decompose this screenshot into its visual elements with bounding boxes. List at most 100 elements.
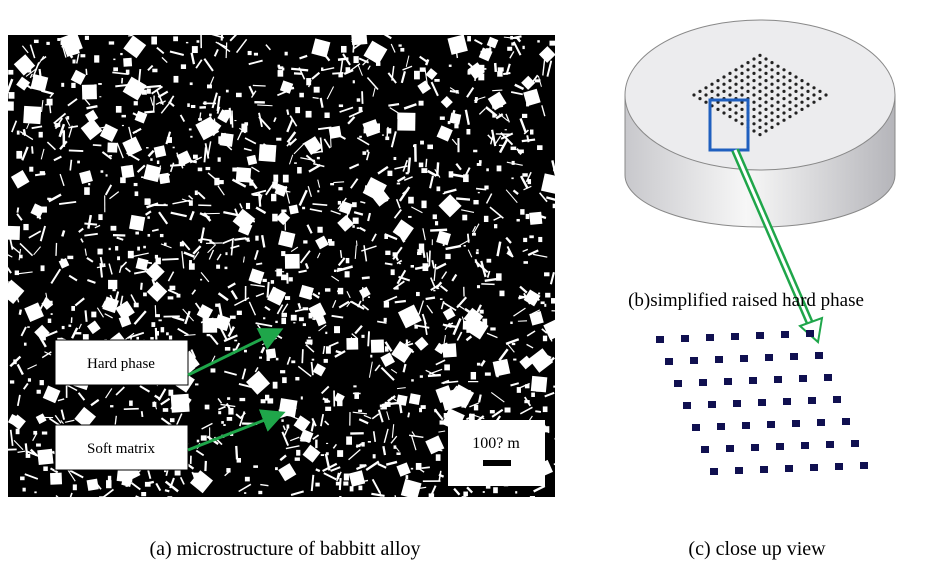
texture <box>373 454 376 458</box>
texture <box>82 84 97 99</box>
texture <box>28 378 31 381</box>
texture <box>338 288 343 294</box>
texture <box>84 224 97 225</box>
texture <box>806 330 814 337</box>
texture <box>758 54 761 57</box>
texture <box>189 263 195 269</box>
texture <box>206 167 211 170</box>
texture <box>543 336 547 342</box>
texture <box>337 450 343 457</box>
texture <box>145 482 151 487</box>
texture <box>282 68 284 71</box>
texture <box>278 65 280 68</box>
texture <box>20 152 22 154</box>
texture <box>788 108 791 111</box>
texture <box>192 46 198 53</box>
texture <box>113 59 115 61</box>
texture <box>399 263 401 264</box>
texture <box>716 108 719 111</box>
texture <box>776 86 779 89</box>
texture <box>749 377 757 384</box>
texture <box>806 104 809 107</box>
texture <box>800 79 803 82</box>
texture <box>733 400 741 407</box>
texture <box>253 465 258 468</box>
texture <box>484 216 488 222</box>
texture <box>471 372 476 380</box>
texture <box>261 399 266 403</box>
texture <box>170 418 175 422</box>
texture <box>505 129 507 130</box>
texture <box>94 55 99 62</box>
texture <box>163 408 168 412</box>
texture <box>219 133 233 147</box>
texture <box>358 486 362 491</box>
texture <box>770 83 773 86</box>
texture <box>285 254 300 269</box>
texture <box>129 400 133 405</box>
texture <box>128 35 132 36</box>
texture <box>173 147 175 149</box>
texture <box>387 128 392 133</box>
texture <box>344 474 349 481</box>
texture <box>555 439 567 442</box>
texture <box>167 137 172 143</box>
texture <box>116 106 122 113</box>
texture <box>466 129 470 134</box>
texture <box>411 265 414 268</box>
texture <box>244 492 246 494</box>
texture <box>143 292 147 296</box>
texture <box>399 44 402 46</box>
texture <box>499 291 504 297</box>
texture <box>39 132 43 138</box>
texture <box>462 215 467 221</box>
texture <box>338 73 342 77</box>
texture <box>318 292 320 294</box>
texture <box>751 444 759 451</box>
texture <box>61 83 64 87</box>
texture <box>135 191 139 196</box>
texture <box>109 155 112 157</box>
texture <box>302 349 303 363</box>
texture <box>537 40 539 42</box>
texture <box>511 42 514 45</box>
texture <box>535 79 541 82</box>
texture <box>236 167 252 183</box>
texture <box>26 443 27 455</box>
texture <box>728 115 731 118</box>
texture <box>29 167 33 172</box>
texture <box>273 382 278 389</box>
texture <box>189 200 193 206</box>
texture <box>164 243 167 246</box>
texture <box>201 435 207 440</box>
texture <box>330 183 334 185</box>
scale-box <box>448 420 545 486</box>
texture <box>708 401 716 408</box>
texture <box>464 245 466 247</box>
texture <box>860 462 868 469</box>
texture <box>746 61 749 64</box>
texture <box>316 469 320 471</box>
scale-label: 100? m <box>472 435 520 452</box>
texture <box>227 397 230 400</box>
texture <box>337 268 342 271</box>
texture <box>474 101 477 103</box>
texture <box>357 241 358 246</box>
texture <box>13 359 16 364</box>
texture <box>411 468 413 470</box>
texture <box>187 103 190 107</box>
texture <box>72 59 75 63</box>
texture <box>278 70 284 77</box>
texture <box>397 113 415 131</box>
texture <box>752 101 755 104</box>
texture <box>230 316 236 319</box>
texture <box>815 352 823 359</box>
texture <box>449 113 461 125</box>
texture <box>150 158 152 161</box>
texture <box>544 304 546 307</box>
texture <box>195 191 198 196</box>
texture <box>303 240 307 243</box>
texture <box>833 396 841 403</box>
texture <box>271 280 274 284</box>
texture <box>345 271 350 277</box>
